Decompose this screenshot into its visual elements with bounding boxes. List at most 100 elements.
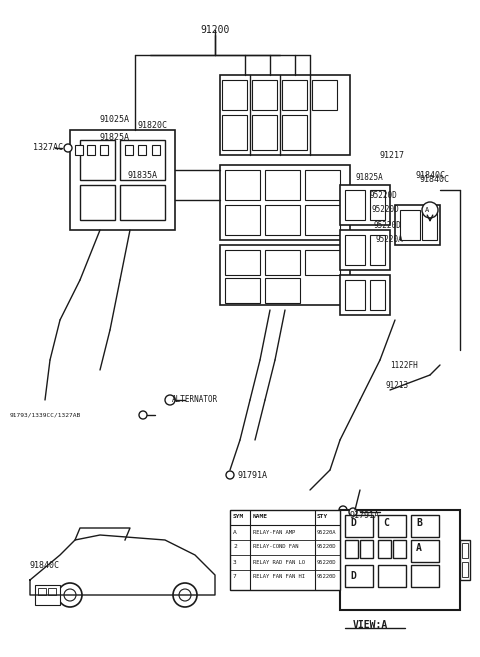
Text: 95220D: 95220D — [374, 221, 402, 229]
Bar — [305, 250, 340, 275]
Text: 91840C: 91840C — [420, 175, 450, 185]
Text: 91825A: 91825A — [356, 173, 384, 183]
Bar — [378, 515, 406, 537]
Text: NAME: NAME — [253, 514, 268, 520]
Text: D: D — [350, 571, 356, 581]
Text: B: B — [416, 518, 422, 528]
Bar — [345, 280, 365, 310]
Bar — [225, 250, 260, 275]
Text: 95220D: 95220D — [317, 574, 336, 579]
Bar — [378, 540, 391, 558]
Bar — [125, 145, 133, 155]
Text: 91840C: 91840C — [415, 171, 445, 179]
Bar — [340, 185, 390, 225]
Text: SYM: SYM — [233, 514, 244, 520]
Text: 95220D: 95220D — [370, 191, 398, 200]
Text: A: A — [233, 530, 237, 535]
Bar — [230, 510, 340, 590]
Bar — [345, 565, 373, 587]
Bar — [282, 115, 307, 150]
Circle shape — [173, 583, 197, 607]
Bar — [87, 145, 95, 155]
Bar — [370, 235, 385, 265]
Bar — [462, 562, 468, 577]
Bar — [100, 145, 108, 155]
Circle shape — [139, 411, 147, 419]
Text: A: A — [416, 543, 422, 553]
Text: 91025A: 91025A — [100, 116, 130, 124]
Bar — [345, 235, 365, 265]
Text: RELAY-FAN AMP: RELAY-FAN AMP — [253, 530, 295, 535]
Bar — [340, 230, 390, 270]
Bar — [265, 205, 300, 235]
Bar — [80, 185, 115, 220]
Text: 91791A: 91791A — [238, 470, 268, 480]
Text: 91793/1339CC/1327AB: 91793/1339CC/1327AB — [10, 413, 81, 417]
Bar — [48, 588, 56, 595]
Bar — [345, 190, 365, 220]
Bar — [138, 145, 146, 155]
Bar — [422, 210, 437, 240]
Bar — [120, 185, 165, 220]
Text: D: D — [350, 518, 356, 528]
Bar — [411, 565, 439, 587]
Text: 91825A: 91825A — [100, 133, 130, 143]
Text: 95220A: 95220A — [376, 235, 404, 244]
Text: 91217: 91217 — [380, 150, 405, 160]
Bar — [340, 510, 460, 610]
Bar — [370, 280, 385, 310]
Text: RELAY RAD FAN LO: RELAY RAD FAN LO — [253, 560, 305, 564]
Text: ALTERNATOR: ALTERNATOR — [172, 396, 218, 405]
Circle shape — [165, 395, 175, 405]
Bar — [312, 80, 337, 110]
Bar — [395, 205, 440, 245]
Circle shape — [422, 202, 438, 218]
Bar — [80, 140, 115, 180]
Text: 3: 3 — [233, 560, 237, 564]
Text: RELAY-COND FAN: RELAY-COND FAN — [253, 545, 299, 549]
Bar — [305, 170, 340, 200]
Text: C: C — [383, 518, 389, 528]
Bar — [411, 540, 439, 562]
Text: 7: 7 — [233, 574, 237, 579]
Bar — [220, 245, 350, 305]
Text: 91791A: 91791A — [350, 510, 380, 520]
Bar — [222, 115, 247, 150]
Bar — [75, 145, 83, 155]
Circle shape — [64, 589, 76, 601]
Bar — [35, 585, 60, 605]
Bar — [411, 515, 439, 537]
Bar — [265, 170, 300, 200]
Circle shape — [64, 144, 72, 152]
Bar — [225, 205, 260, 235]
Bar — [220, 75, 350, 155]
Bar — [340, 275, 390, 315]
Text: 91213: 91213 — [385, 380, 408, 390]
Bar — [400, 210, 420, 240]
Text: 91840C: 91840C — [30, 560, 60, 570]
Bar — [70, 130, 175, 230]
Circle shape — [339, 506, 347, 514]
Bar — [152, 145, 160, 155]
Circle shape — [349, 508, 357, 516]
Bar — [305, 205, 340, 235]
Circle shape — [226, 471, 234, 479]
Circle shape — [179, 589, 191, 601]
Text: VIEW:A: VIEW:A — [352, 620, 388, 630]
Text: 95220D: 95220D — [317, 560, 336, 564]
Bar — [378, 565, 406, 587]
Bar — [345, 540, 358, 558]
Bar — [265, 278, 300, 303]
Text: A: A — [425, 207, 429, 213]
Bar — [222, 80, 247, 110]
Bar — [38, 588, 46, 595]
Bar — [225, 278, 260, 303]
Bar — [225, 170, 260, 200]
Bar — [282, 80, 307, 110]
Bar — [462, 543, 468, 558]
Bar — [252, 80, 277, 110]
Circle shape — [58, 583, 82, 607]
Bar — [120, 140, 165, 180]
Bar — [393, 540, 406, 558]
Text: 1122FH: 1122FH — [390, 361, 418, 369]
